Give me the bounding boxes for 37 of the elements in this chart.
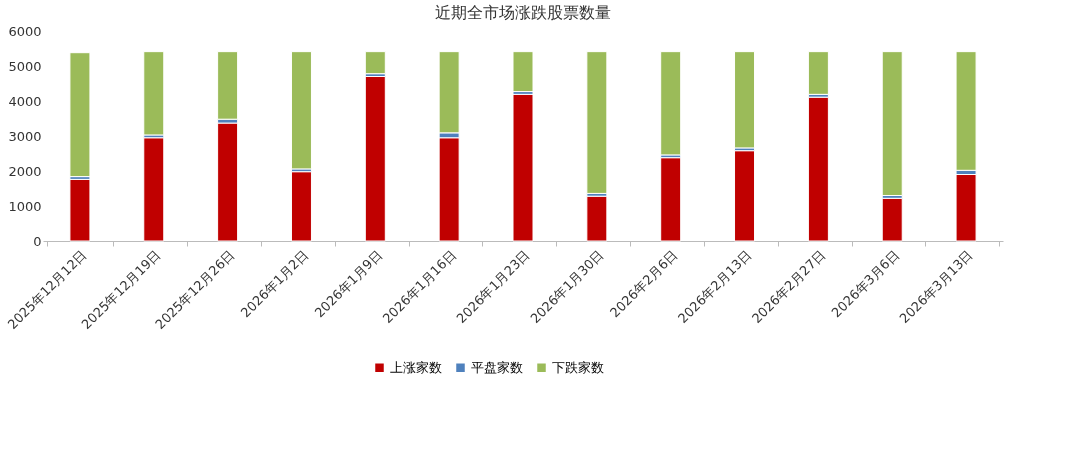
y-tick-label: 0 [33,233,42,249]
bar [734,150,756,242]
bar [217,122,239,242]
bar [217,51,239,120]
bar [438,137,460,242]
bar [69,178,91,242]
bar [586,195,608,242]
bar [807,96,829,242]
bar [364,51,386,75]
legend-label: 下跌家数 [552,359,604,375]
y-tick-label: 2000 [8,163,42,179]
bar [290,51,312,170]
y-tick-label: 6000 [8,23,42,39]
bar [955,174,977,242]
chart-title: 近期全市场涨跌股票数量 [435,3,611,22]
bar [807,51,829,95]
bar [438,51,460,134]
y-tick-label: 5000 [8,58,42,74]
bar [512,51,534,93]
bar [881,51,903,196]
legend-label: 平盘家数 [471,359,523,375]
bar [290,171,312,242]
bar [660,157,682,242]
bar [364,76,386,242]
legend-label: 上涨家数 [390,359,442,375]
y-tick-label: 1000 [8,198,42,214]
bar [586,51,608,194]
bar [143,137,165,242]
bar [734,51,756,149]
bar [955,51,977,171]
bar [512,93,534,242]
bar [881,197,903,242]
y-tick-label: 4000 [8,93,42,109]
bar [69,52,91,178]
bar [143,51,165,136]
y-tick-label: 3000 [8,128,42,144]
bar [660,51,682,156]
